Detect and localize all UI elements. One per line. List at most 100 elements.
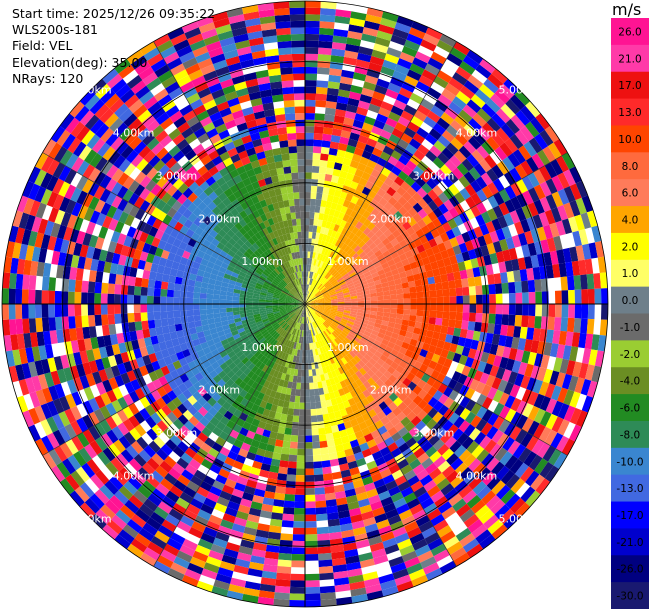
velocity-gate [313,321,319,328]
velocity-gate [212,299,220,304]
velocity-gate [160,443,173,456]
velocity-gate [317,299,325,302]
velocity-gate [448,389,460,401]
velocity-gate [166,310,174,319]
velocity-gate [130,154,144,168]
velocity-gate [324,298,332,301]
velocity-gate [371,548,387,559]
velocity-gate [337,304,345,307]
velocity-gate [100,504,116,520]
velocity-gate [157,94,173,107]
velocity-gate [28,275,37,290]
velocity-gate [527,351,537,366]
velocity-gate [314,312,321,318]
velocity-gate [305,435,313,443]
velocity-gate [397,116,411,128]
velocity-gate [371,329,379,337]
velocity-gate [282,314,290,320]
velocity-gate [264,268,271,275]
velocity-gate [82,326,91,340]
velocity-gate [54,445,68,462]
velocity-gate [375,265,384,272]
velocity-gate [401,81,416,93]
velocity-gate [366,7,384,18]
velocity-gate [81,462,96,479]
velocity-gate [48,207,60,223]
velocity-gate [255,383,264,393]
velocity-gate [408,568,426,581]
velocity-gate [477,235,487,248]
velocity-gate [363,20,381,31]
velocity-gate [363,372,372,381]
velocity-gate [479,534,496,550]
velocity-gate [557,172,570,189]
velocity-gate [268,361,276,369]
velocity-gate [408,280,416,288]
velocity-gate [260,386,268,395]
velocity-gate [173,297,181,304]
velocity-gate [340,227,348,236]
velocity-gate [448,412,460,425]
velocity-gate [392,526,407,538]
velocity-gate [216,357,226,366]
velocity-gate [338,388,346,397]
velocity-gate [305,27,320,35]
velocity-gate [524,363,535,378]
velocity-gate [536,341,546,355]
velocity-gate [217,525,232,536]
velocity-gate [42,138,57,156]
velocity-gate [102,379,113,393]
velocity-gate [540,354,550,369]
velocity-gate [327,87,340,96]
velocity-gate [323,294,331,298]
velocity-gate [226,265,235,272]
velocity-gate [176,550,193,563]
velocity-gate [185,165,198,177]
velocity-gate [66,379,78,394]
velocity-gate [212,171,223,182]
velocity-gate [392,327,401,335]
velocity-gate [287,408,294,416]
velocity-gate [58,411,71,427]
velocity-gate [109,98,125,114]
velocity-gate [2,319,11,336]
velocity-gate [463,453,477,468]
velocity-gate [334,108,347,118]
velocity-gate [288,454,298,462]
velocity-gate [406,562,423,575]
velocity-gate [448,493,463,507]
velocity-gate [113,304,121,314]
velocity-gate [330,544,345,553]
velocity-gate [509,384,521,398]
velocity-gate [126,518,143,534]
velocity-gate [337,248,344,257]
velocity-gate [332,330,340,337]
velocity-gate [535,304,543,317]
velocity-gate [202,196,213,207]
velocity-gate [291,288,297,295]
velocity-gate [410,298,417,304]
velocity-gate [486,457,500,472]
velocity-gate [533,393,545,409]
velocity-gate [246,271,254,278]
velocity-gate [477,127,492,141]
velocity-gate [450,457,464,471]
velocity-gate [251,218,259,227]
velocity-gate [79,375,90,389]
velocity-gate [391,469,404,481]
velocity-gate [550,432,564,449]
velocity-gate [8,304,16,320]
velocity-gate [420,98,435,111]
velocity-gate [358,367,367,376]
velocity-gate [296,315,300,323]
velocity-gate [420,497,435,510]
velocity-gate [307,271,311,278]
velocity-gate [325,343,332,351]
velocity-gate [259,355,267,363]
velocity-gate [264,333,271,340]
velocity-gate [146,119,160,133]
velocity-gate [416,218,427,229]
velocity-gate [333,254,340,262]
velocity-gate [248,561,264,571]
velocity-gate [436,339,445,349]
